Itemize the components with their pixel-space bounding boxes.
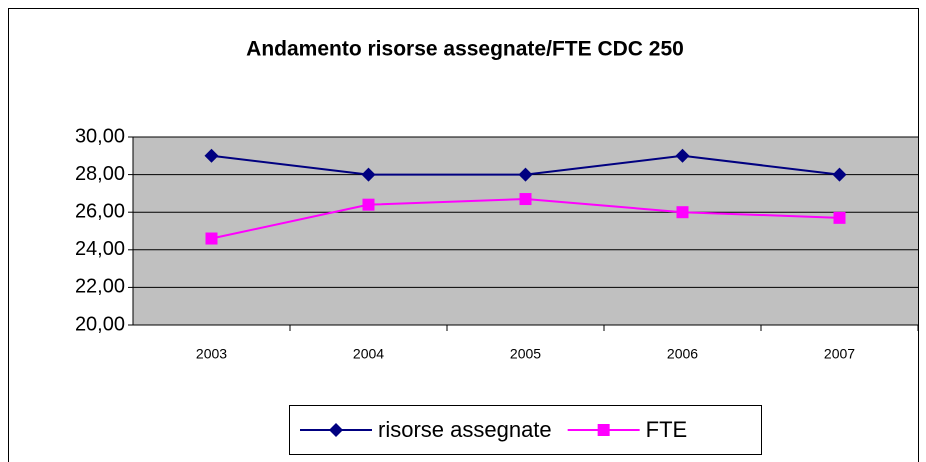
y-tick-label: 28,00 [75,163,125,185]
y-tick-label: 20,00 [75,313,125,335]
legend-label: FTE [646,417,688,442]
data-point [205,232,218,245]
y-tick-label: 24,00 [75,238,125,260]
data-point [832,167,847,182]
x-tick-label: 2005 [510,346,541,362]
data-point [519,193,532,206]
x-tick-label: 2004 [353,346,384,362]
data-point [833,211,846,224]
y-tick-label: 30,00 [75,125,125,147]
data-point [204,148,219,163]
data-point [361,167,376,182]
chart-title: Andamento risorse assegnate/FTE CDC 250 [246,38,684,61]
y-tick-label: 26,00 [75,200,125,222]
data-point [362,198,375,211]
data-point [518,167,533,182]
x-tick-label: 2006 [667,346,698,362]
legend-marker [597,424,610,436]
legend-label: risorse assegnate [378,417,552,442]
data-point [675,148,690,163]
data-point [676,206,689,219]
legend-marker [329,423,343,437]
x-tick-label: 2007 [824,346,855,362]
x-tick-label: 2003 [196,346,227,362]
y-tick-label: 22,00 [75,276,125,298]
